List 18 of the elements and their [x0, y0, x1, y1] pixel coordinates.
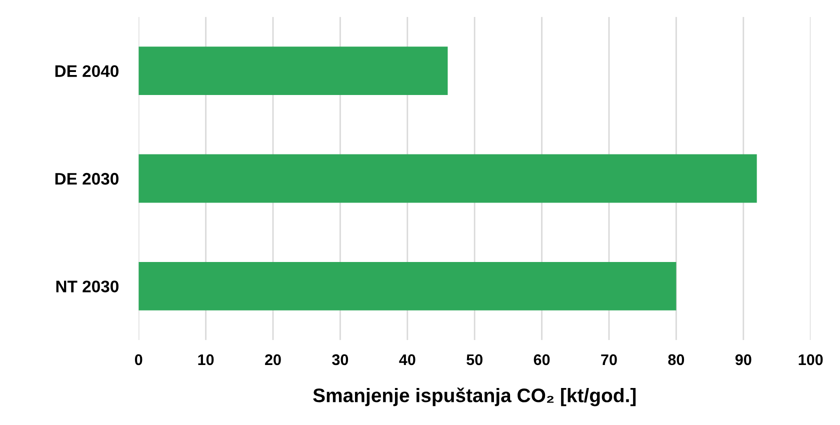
- x-tick-label: 70: [601, 354, 617, 366]
- bar: [138, 154, 757, 203]
- x-axis-title: Smanjenje ispuštanja CO₂ [kt/god.]: [313, 388, 636, 406]
- bar: [138, 46, 448, 96]
- x-tick-label: 60: [534, 354, 550, 366]
- x-tick-label: 50: [466, 354, 482, 366]
- y-tick-label: DE 2040: [55, 65, 118, 78]
- y-tick-label: DE 2030: [55, 172, 118, 185]
- x-tick-label: 40: [399, 354, 416, 366]
- x-tick-label: 80: [668, 354, 684, 366]
- x-tick-label: 0: [134, 354, 142, 366]
- x-tick-label: 20: [265, 354, 281, 366]
- x-tick-label: 90: [735, 354, 752, 366]
- x-tick-label: 100: [798, 354, 823, 366]
- x-tick-label: 30: [332, 354, 348, 366]
- x-tick-label: 10: [198, 354, 214, 366]
- bar: [138, 262, 676, 310]
- y-tick-label: NT 2030: [56, 280, 118, 292]
